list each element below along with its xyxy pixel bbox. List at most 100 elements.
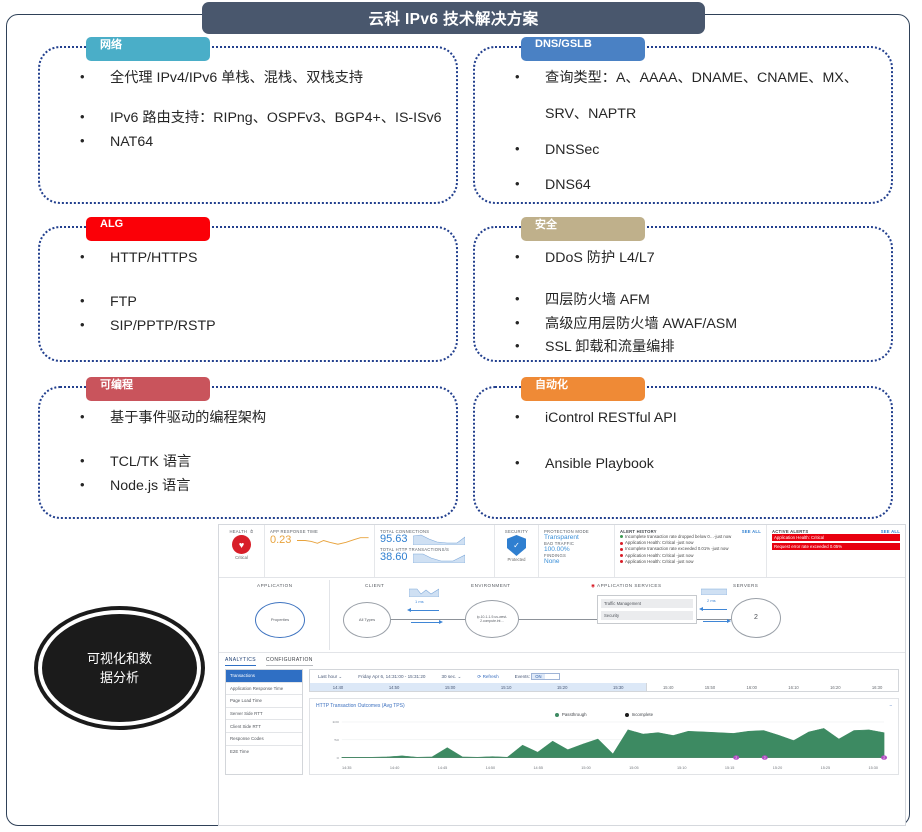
node-client[interactable]: All Types xyxy=(343,602,391,638)
security-status: Protected xyxy=(507,557,526,562)
card-dns-gslb: DNS/GSLB 查询类型：A、AAAA、DNAME、CNAME、MX、 SRV… xyxy=(473,37,893,204)
sidebar-item-page-load-time[interactable]: Page Load Time xyxy=(226,695,302,708)
service-item[interactable]: Security xyxy=(601,610,693,620)
refresh-button[interactable]: ⟳ Refresh xyxy=(477,673,499,679)
timeline-scrubber[interactable]: 14:40 14:50 15:00 15:10 15:20 15:30 15:4… xyxy=(309,683,899,692)
chart-x-axis: 14:35 14:40 14:45 14:50 14:55 15:00 15:05 15:10… xyxy=(342,766,878,770)
card-dns-gslb-bullets: 查询类型：A、AAAA、DNAME、CNAME、MX、 SRV、NAPTR DN… xyxy=(501,69,877,195)
findings-value: None xyxy=(544,558,560,565)
status-critical-icon xyxy=(620,547,623,551)
sidebar-item-application-response-time[interactable]: Application Response Time xyxy=(226,683,302,696)
analytics-sidebar: Transactions Application Response Time P… xyxy=(225,669,303,775)
list-item: 查询类型：A、AAAA、DNAME、CNAME、MX、 xyxy=(501,69,877,88)
http-sparkline xyxy=(412,553,465,563)
svg-text:0: 0 xyxy=(337,756,339,759)
node-environment[interactable]: ip-10-1-1-9.us-west-2.compute.int… xyxy=(465,600,519,638)
sidebar-item-response-codes[interactable]: Response Codes xyxy=(226,733,302,746)
latency-server: 2 ms xyxy=(707,598,716,603)
service-item[interactable]: Traffic Management xyxy=(601,599,693,609)
card-alg: ALG HTTP/HTTPS FTP SIP/PPTP/RSTP xyxy=(38,217,458,362)
list-item: 基于事件驱动的编程架构 xyxy=(66,409,442,428)
total-connections-label: TOTAL CONNECTIONS xyxy=(380,529,430,534)
app-response-label: APP RESPONSE TIME xyxy=(270,529,319,534)
heartbeat-icon: ♥ xyxy=(232,535,251,554)
svg-text:2: 2 xyxy=(764,756,766,759)
list-item: Application Health: Critical -just now xyxy=(620,553,761,559)
visualization-ellipse: 可视化和数 据分析 xyxy=(38,610,201,726)
protection-mode-label: PROTECTION MODE xyxy=(544,529,589,534)
sidebar-item-e2e-time[interactable]: E2E Time xyxy=(230,748,250,754)
card-network-chip: 网络 xyxy=(86,37,210,61)
svg-text:2: 2 xyxy=(883,756,885,759)
http-transaction-chart-card: HTTP Transaction Outcomes (Avg TPS) – Pa… xyxy=(309,698,899,775)
slide-title: 云科 IPv6 技术解决方案 xyxy=(202,2,705,34)
sidebar-item-transactions[interactable]: Transactions xyxy=(226,670,302,683)
legend-item-passthrough[interactable]: Passthrough xyxy=(554,712,587,717)
svg-text:2: 2 xyxy=(735,756,737,759)
events-label: Events: xyxy=(514,674,530,679)
client-sparkline xyxy=(409,588,439,597)
tab-analytics[interactable]: ANALYTICS xyxy=(225,657,257,666)
analytics-toolbar: Last hour ⌄ Friday Apr 6, 14:31:00 - 15:… xyxy=(309,669,899,683)
health-status: Critical xyxy=(235,555,248,560)
events-toggle[interactable]: ON xyxy=(531,673,560,680)
topology-divider xyxy=(329,580,330,650)
app-response-sparkline xyxy=(297,537,369,545)
status-badge: Request error rate exceeded 0.05% xyxy=(772,542,900,550)
card-dns-gslb-chip: DNS/GSLB xyxy=(521,37,645,61)
alert-history-see-all[interactable]: See All xyxy=(741,529,761,534)
ellipse-line-2: 据分析 xyxy=(99,670,139,685)
active-alerts-title: ACTIVE ALERTS xyxy=(772,529,809,534)
list-item: Incomplete transaction rate dropped belo… xyxy=(620,534,761,540)
protection-tile: PROTECTION MODE Transparent BAD TRAFFIC … xyxy=(539,525,615,577)
topology-col-application-services: ◉ APPLICATION SERVICES xyxy=(591,583,662,588)
card-programmability-bullets: 基于事件驱动的编程架构 TCL/TK 语言 Node.js 语言 xyxy=(66,409,442,495)
health-tile: HEALTH ⏱ ♥ Critical xyxy=(219,525,265,577)
collapse-icon[interactable]: – xyxy=(889,703,892,708)
interval-selector[interactable]: 30 sec. ⌄ xyxy=(441,673,462,679)
legend-swatch xyxy=(624,712,629,717)
topology-col-client: CLIENT xyxy=(365,583,385,588)
card-automation: 自动化 iControl RESTful API Ansible Playboo… xyxy=(473,377,893,519)
card-security-chip: 安全 xyxy=(521,217,645,241)
status-critical-icon xyxy=(620,554,623,558)
dashboard-topology: APPLICATION CLIENT ENVIRONMENT ◉ APPLICA… xyxy=(219,578,905,653)
list-item: Ansible Playbook xyxy=(501,455,877,474)
list-item: TCL/TK 语言 xyxy=(66,453,442,472)
app-response-tile: APP RESPONSE TIME 0.23 xyxy=(265,525,375,577)
legend-swatch xyxy=(554,712,559,717)
sidebar-item-server-side-rtt[interactable]: Server Side RTT xyxy=(226,708,302,721)
topology-col-servers: SERVERS xyxy=(733,583,759,588)
alert-history-tile: ALERT HISTORY See All Incomplete transac… xyxy=(615,525,767,577)
latency-client: 1 ms xyxy=(415,599,424,604)
topology-col-environment: ENVIRONMENT xyxy=(471,583,511,588)
list-item: DNS64 xyxy=(501,176,877,195)
card-alg-chip: ALG xyxy=(86,217,210,241)
card-programmability: 可编程 基于事件驱动的编程架构 TCL/TK 语言 Node.js 语言 xyxy=(38,377,458,519)
security-label: SECURITY xyxy=(504,529,529,534)
bad-traffic-label: BAD TRAFFIC xyxy=(544,541,575,546)
svg-text:50: 50 xyxy=(334,738,338,741)
server-sparkline xyxy=(701,588,727,595)
list-item: Incomplete transaction rate exceeded 0.0… xyxy=(620,546,761,552)
sidebar-item-client-side-rtt[interactable]: Client Side RTT xyxy=(226,720,302,733)
list-item: IPv6 路由支持：RIPng、OSPFv3、BGP4+、IS-ISv6 xyxy=(66,109,442,128)
status-badge: Application Health: Critical xyxy=(772,534,900,541)
timeline-selected-range[interactable]: 14:40 14:50 15:00 15:10 15:20 15:30 xyxy=(309,683,648,692)
active-alerts-see-all[interactable]: See All xyxy=(880,529,900,534)
range-selector[interactable]: Last hour ⌄ xyxy=(318,673,343,679)
tab-configuration[interactable]: CONFIGURATION xyxy=(266,657,313,666)
total-http-label: TOTAL HTTP TRANSACTIONS/s xyxy=(380,546,450,552)
legend-item-incomplete[interactable]: Incomplete xyxy=(624,712,653,717)
application-services-box: Traffic Management Security xyxy=(597,595,697,624)
bad-traffic-value: 100.00% xyxy=(544,546,570,553)
total-connections-value: 95.63 xyxy=(380,533,408,545)
list-item: FTP xyxy=(66,293,442,312)
node-application[interactable]: Properties xyxy=(255,602,305,638)
node-servers[interactable]: 2 xyxy=(731,598,781,638)
timeline-remaining-range[interactable]: 15:40 15:50 16:00 16:10 16:20 16:30 xyxy=(647,683,899,692)
list-item: NAT64 xyxy=(66,133,442,152)
list-item: Application Health: Critical -just now xyxy=(620,540,761,546)
list-item: SIP/PPTP/RSTP xyxy=(66,317,442,336)
list-item: SRV、NAPTR xyxy=(545,105,637,122)
